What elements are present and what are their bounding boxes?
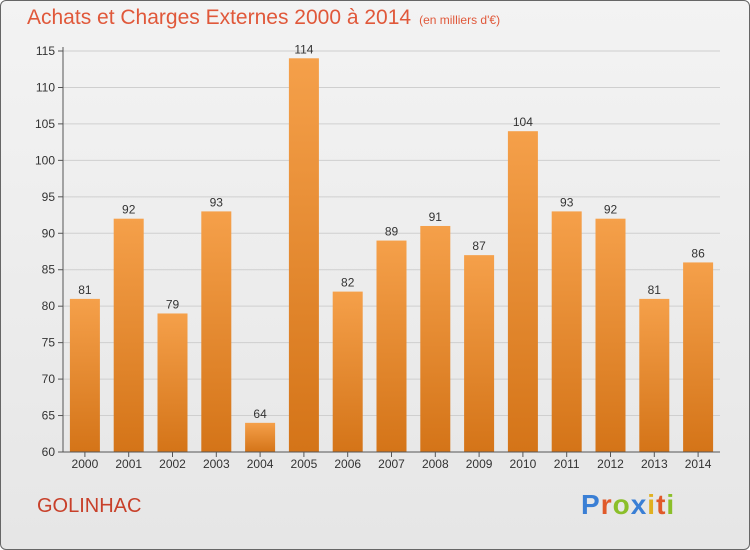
bar-2007 <box>376 240 407 452</box>
bar-value-label: 114 <box>294 42 313 56</box>
y-tick-label: 110 <box>36 80 55 94</box>
y-tick-label: 100 <box>35 153 55 167</box>
bar-value-label: 79 <box>166 297 180 311</box>
chart-title-text: Achats et Charges Externes 2000 à 2014 <box>27 6 412 29</box>
x-tick-label: 2003 <box>203 457 230 471</box>
x-tick-label: 2007 <box>378 457 405 471</box>
x-tick-label: 2000 <box>72 457 99 471</box>
bar-value-label: 104 <box>513 115 533 129</box>
y-tick-label: 80 <box>42 299 56 313</box>
bar-value-label: 92 <box>604 203 618 217</box>
bar-2008 <box>420 225 451 452</box>
bar-value-label: 87 <box>472 239 486 253</box>
bar-2004 <box>245 422 276 452</box>
x-tick-label: 2002 <box>159 457 186 471</box>
y-tick-label: 65 <box>42 409 56 423</box>
commune-name: GOLINHAC <box>37 495 142 517</box>
x-tick-label: 2009 <box>466 457 493 471</box>
bar-value-label: 89 <box>385 225 399 239</box>
proxiti-logo: Proxiti <box>581 489 675 521</box>
bar-2006 <box>332 291 363 452</box>
y-tick-label: 75 <box>42 336 56 350</box>
logo-letter: i <box>647 489 657 520</box>
x-tick-label: 2014 <box>685 457 712 471</box>
bar-value-label: 82 <box>341 276 355 290</box>
bar-value-label: 81 <box>648 283 662 297</box>
bar-2009 <box>464 255 495 452</box>
logo-letter: i <box>666 489 676 520</box>
logo-letter: r <box>600 489 613 520</box>
x-tick-label: 2004 <box>247 457 274 471</box>
bar-2002 <box>157 313 188 452</box>
bar-value-label: 86 <box>691 246 705 260</box>
x-tick-label: 2001 <box>115 457 142 471</box>
y-tick-label: 85 <box>42 263 56 277</box>
x-tick-label: 2010 <box>510 457 537 471</box>
bars: 81 92 79 93 64 114 82 89 91 87 104 93 92 81 86 <box>69 42 714 453</box>
x-tick-label: 2006 <box>334 457 361 471</box>
y-tick-label: 95 <box>42 190 56 204</box>
x-tick-label: 2012 <box>597 457 624 471</box>
bar-2010 <box>507 131 538 452</box>
x-tick-label: 2013 <box>641 457 668 471</box>
logo-letter: P <box>581 489 601 520</box>
bar-value-label: 64 <box>253 407 267 421</box>
bar-2014 <box>683 262 714 452</box>
bar-2000 <box>69 298 100 452</box>
x-tick-label: 2011 <box>554 457 580 471</box>
y-tick-label: 115 <box>36 44 55 58</box>
y-tick-label: 90 <box>42 226 56 240</box>
x-tick-label: 2005 <box>291 457 318 471</box>
y-tick-label: 60 <box>42 445 56 459</box>
logo-letter: x <box>630 489 648 520</box>
bar-2012 <box>595 218 626 452</box>
bar-2003 <box>201 211 232 452</box>
y-tick-label: 105 <box>35 117 55 131</box>
bar-value-label: 81 <box>78 283 92 297</box>
bar-value-label: 93 <box>210 195 224 209</box>
chart-title: Achats et Charges Externes 2000 à 2014 (e… <box>27 6 500 30</box>
bar-2001 <box>113 218 144 452</box>
bar-value-label: 91 <box>429 210 443 224</box>
bar-2013 <box>639 298 670 452</box>
bar-value-label: 93 <box>560 195 574 209</box>
axes: 60 65 70 75 80 85 90 95 100 105 110 115 2000 2001 2002… <box>35 44 720 471</box>
y-tick-label: 70 <box>42 372 56 386</box>
x-tick-label: 2008 <box>422 457 449 471</box>
bar-2005 <box>288 58 319 453</box>
logo-letter: t <box>656 489 667 520</box>
chart-unit-note: (en milliers d'€) <box>419 13 501 27</box>
bar-2011 <box>551 211 582 452</box>
bar-value-label: 92 <box>122 203 136 217</box>
logo-letter: o <box>612 489 631 520</box>
